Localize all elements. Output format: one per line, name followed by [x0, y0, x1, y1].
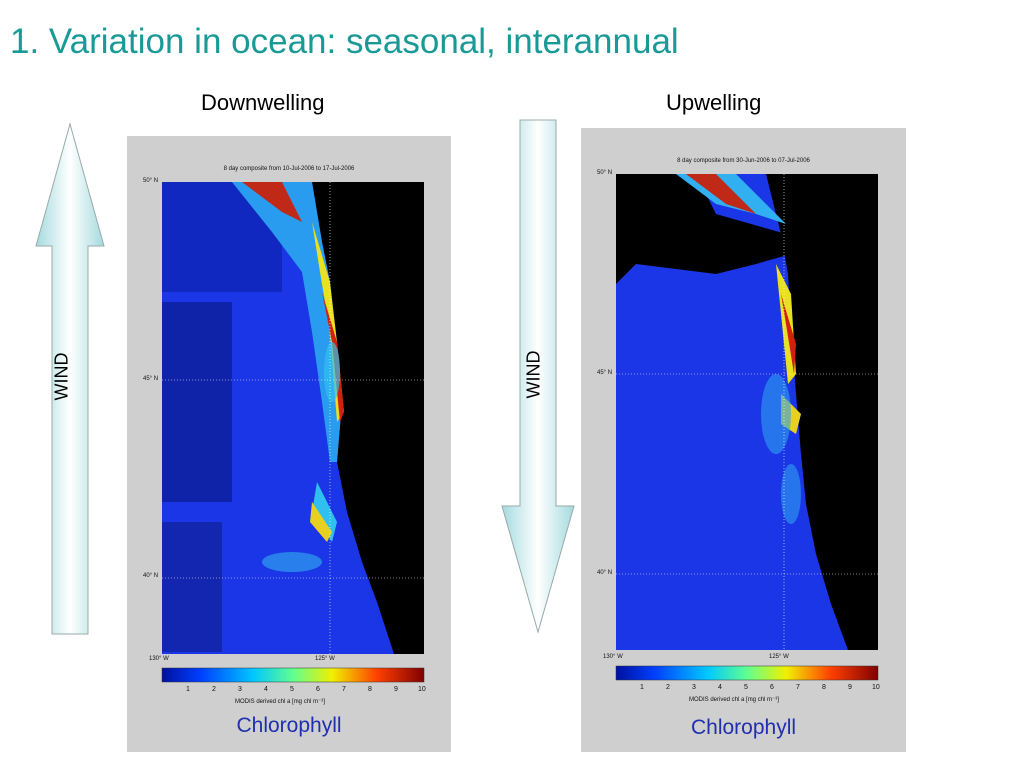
wind-label-left: WIND — [51, 352, 72, 401]
downwelling-heading: Downwelling — [201, 90, 325, 115]
wind-up-arrow-icon — [35, 122, 105, 635]
colorbar-tick: 10 — [872, 684, 880, 691]
colorbar-tick: 8 — [368, 686, 372, 693]
chlorophyll-caption-right: Chlorophyll — [690, 716, 797, 739]
colorbar-tick: 7 — [342, 686, 346, 693]
lon-label-125: 125° W — [769, 654, 789, 660]
lat-label-50: 50° N — [143, 178, 159, 184]
colorbar-tick: 2 — [212, 686, 216, 693]
colorbar-tick: 9 — [848, 684, 852, 691]
colorbar-tick: 7 — [796, 684, 800, 691]
colorbar-tick: 1 — [640, 684, 644, 691]
colorbar-tick: 6 — [316, 686, 320, 693]
colorbar-tick: 5 — [290, 686, 294, 693]
lon-label-130: 130° W — [149, 656, 169, 662]
lat-label-40: 40° N — [597, 570, 613, 576]
colorbar-tick: 8 — [822, 684, 826, 691]
colorbar-tick: 9 — [394, 686, 398, 693]
chlorophyll-caption-left: Chlorophyll — [236, 714, 342, 737]
lat-label-50: 50° N — [597, 170, 613, 176]
lon-label-130: 130° W — [603, 654, 623, 660]
colorbar-right — [615, 665, 879, 681]
colorbar-tick: 3 — [238, 686, 242, 693]
upwelling-map-panel: 8 day composite from 30-Jun-2006 to 07-J… — [581, 128, 906, 752]
colorbar-tick: 1 — [186, 686, 190, 693]
colorbar-tick: 10 — [418, 686, 426, 693]
colorbar-ticks-left: 1 2 3 4 5 6 7 8 9 10 — [162, 686, 426, 696]
colorbar-tick: 3 — [692, 684, 696, 691]
colorbar-tick: 4 — [264, 686, 268, 693]
map-caption: 8 day composite from 30-Jun-2006 to 07-J… — [677, 158, 810, 164]
lat-label-45: 45° N — [597, 370, 613, 376]
colorbar-label: MODIS derived chl a [mg chl m⁻³] — [689, 697, 779, 703]
chlorophyll-map-left — [162, 182, 424, 654]
colorbar-ticks-right: 1 2 3 4 5 6 7 8 9 10 — [616, 684, 880, 694]
colorbar-left — [161, 667, 425, 683]
downwelling-map-panel: 8 day composite from 10-Jul-2006 to 17-J… — [127, 136, 451, 752]
lon-label-125: 125° W — [315, 656, 335, 662]
colorbar-label: MODIS derived chl a [mg chl m⁻³] — [235, 699, 325, 705]
colorbar-tick: 5 — [744, 684, 748, 691]
map-caption: 8 day composite from 10-Jul-2006 to 17-J… — [223, 166, 355, 172]
upwelling-heading: Upwelling — [666, 90, 762, 115]
lat-label-40: 40° N — [143, 573, 159, 579]
wind-label-right: WIND — [523, 350, 544, 399]
colorbar-tick: 2 — [666, 684, 670, 691]
colorbar-tick: 4 — [718, 684, 722, 691]
chlorophyll-map-right — [616, 174, 878, 650]
wind-down-arrow-icon — [501, 119, 575, 634]
colorbar-tick: 6 — [770, 684, 774, 691]
slide-title: 1. Variation in ocean: seasonal, interan… — [10, 22, 679, 61]
lat-label-45: 45° N — [143, 376, 159, 382]
